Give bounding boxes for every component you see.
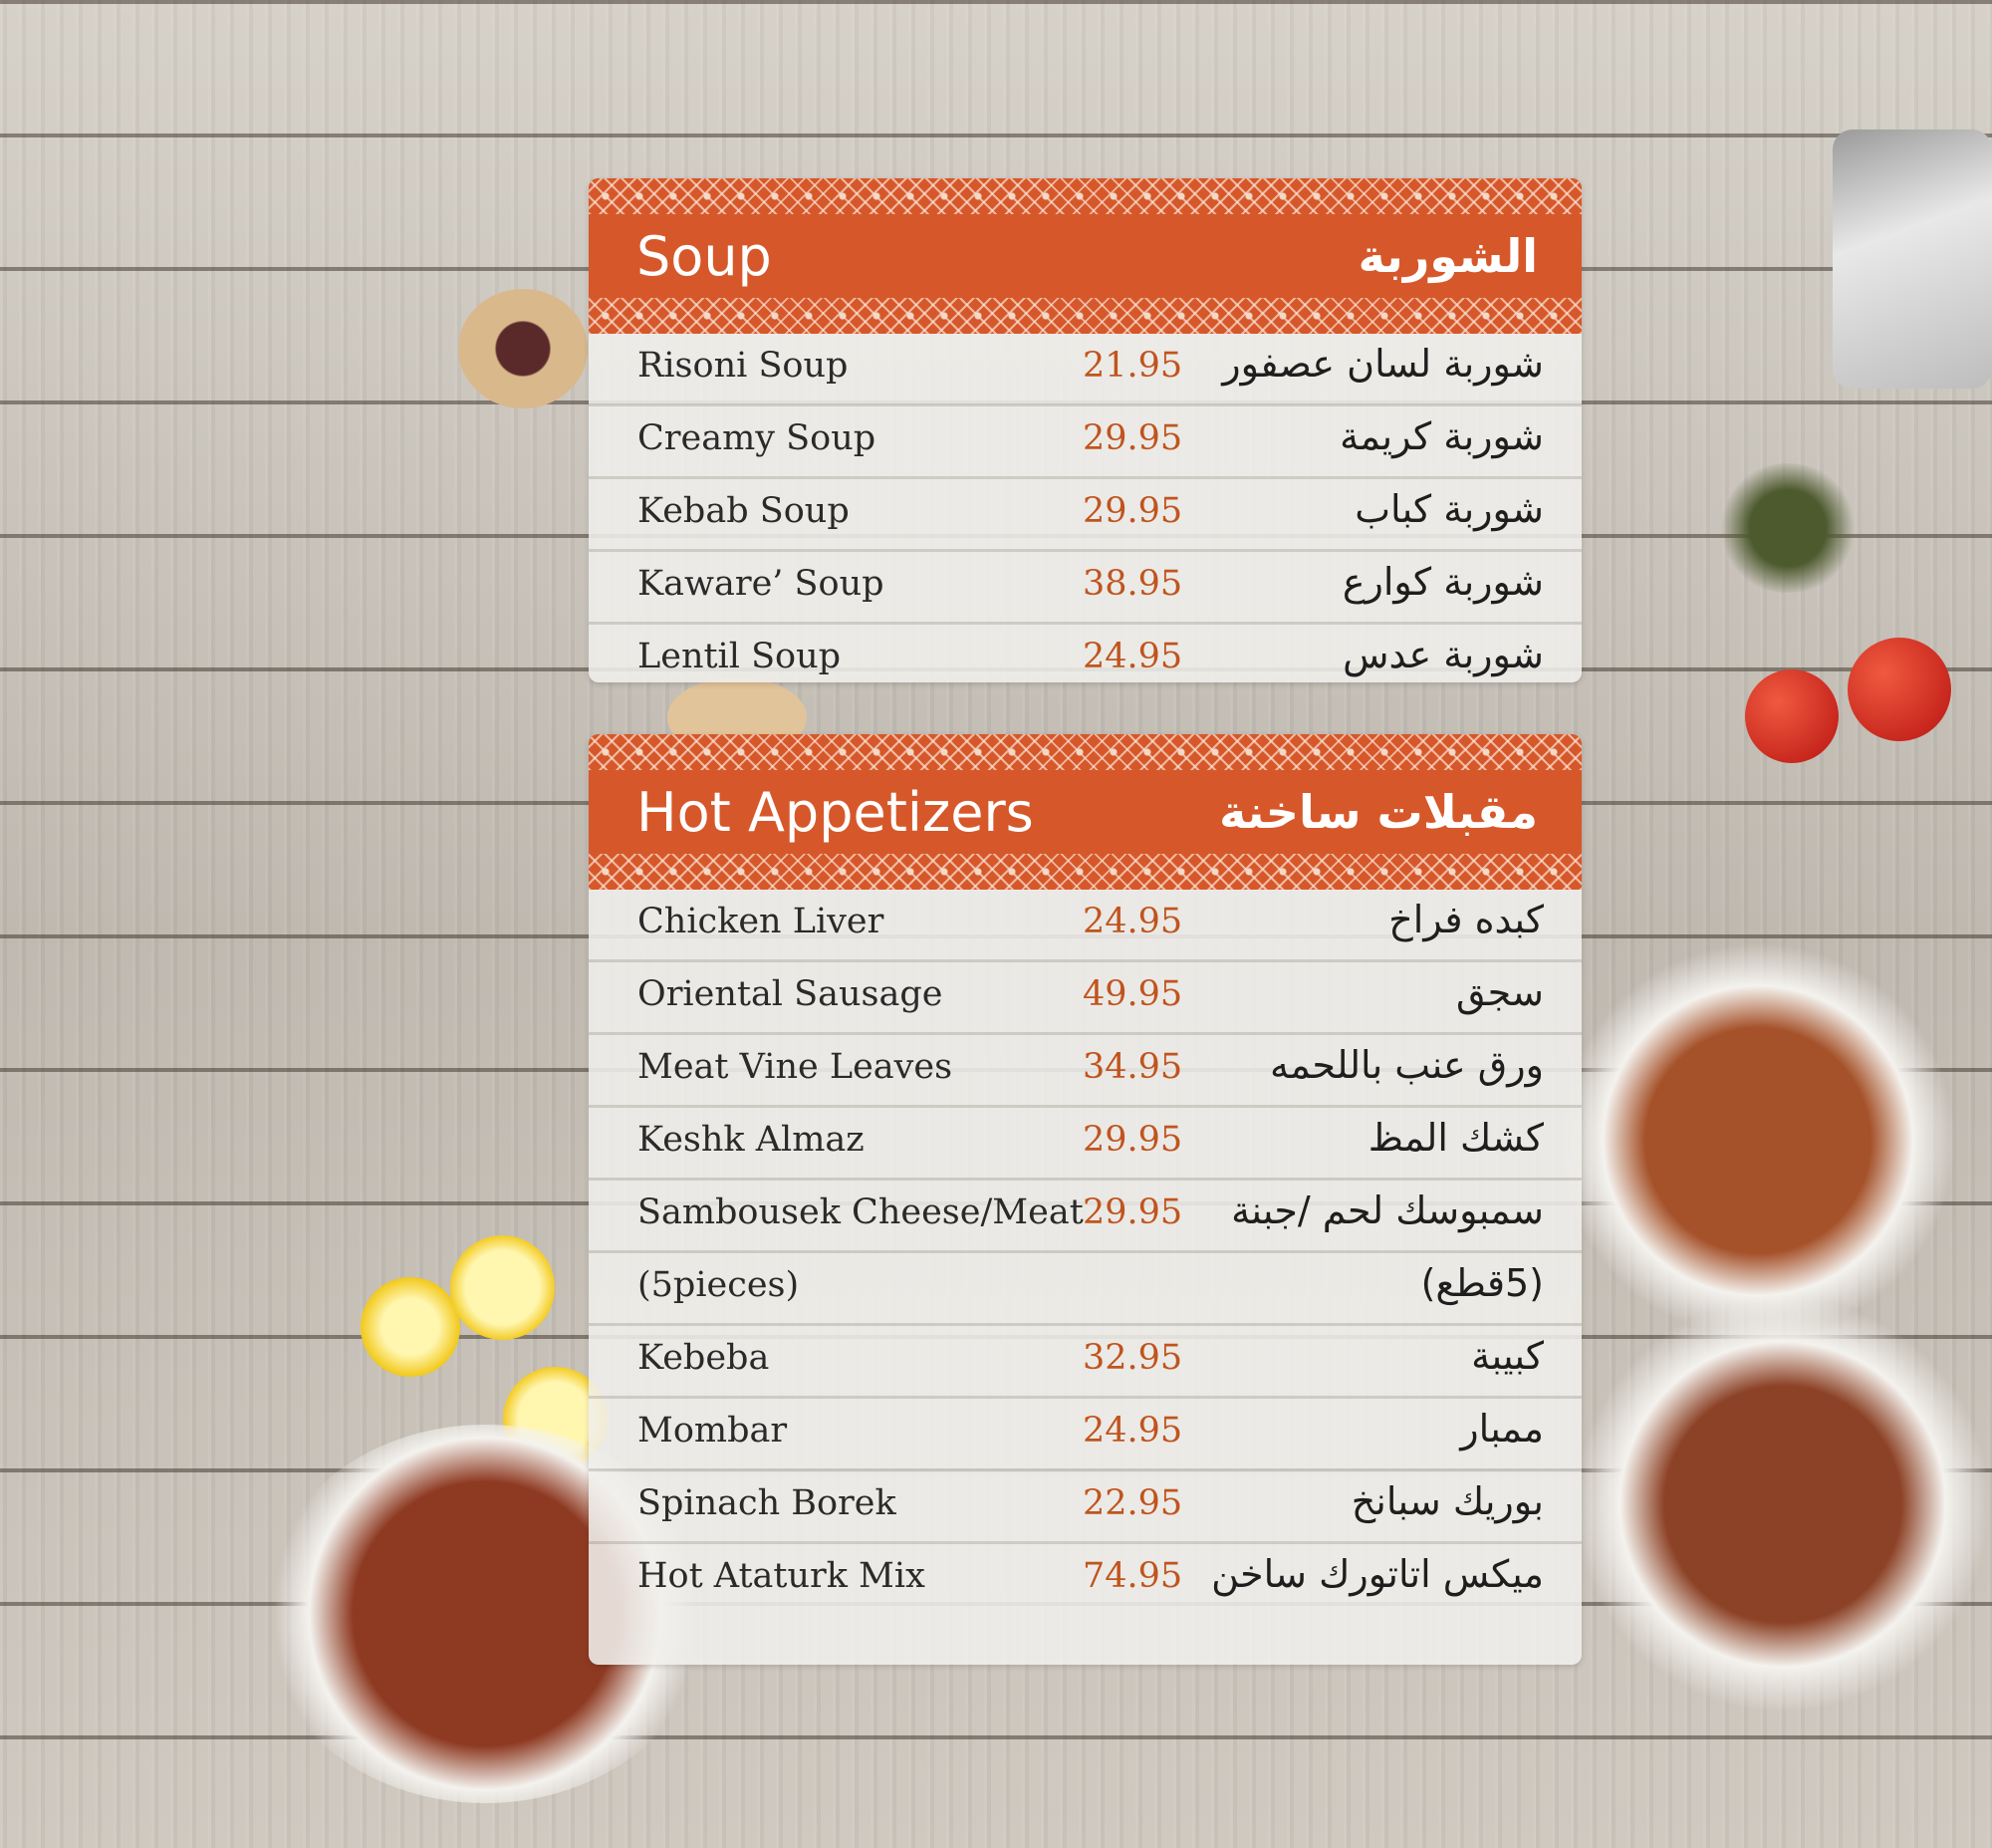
menu-item-continuation: (5pieces) (5قطع): [589, 1253, 1582, 1326]
item-name-ar: (5قطع): [1420, 1261, 1544, 1305]
item-price: 24.95: [1083, 1411, 1183, 1451]
item-name-en: Kebeba: [637, 1338, 770, 1378]
menu-item: Keshk Almaz 29.95 كشك المظ: [589, 1108, 1582, 1181]
item-name-ar: بوريك سبانخ: [1351, 1479, 1544, 1523]
herbs-image: [1718, 463, 1858, 593]
lemon-image: [450, 1235, 555, 1340]
item-name-en: Hot Ataturk Mix: [637, 1556, 925, 1596]
item-name-ar: ممبار: [1460, 1407, 1544, 1451]
item-name-ar: شوربة كريمة: [1340, 414, 1544, 458]
item-name-en: Sambousek Cheese/Meat: [637, 1192, 1084, 1232]
item-price: 24.95: [1083, 637, 1183, 676]
item-name-ar: شوربة كوارع: [1342, 560, 1544, 604]
item-name-en: Lentil Soup: [637, 637, 842, 676]
menu-item: Creamy Soup 29.95 شوربة كريمة: [589, 406, 1582, 479]
menu-item: Mombar 24.95 ممبار: [589, 1399, 1582, 1471]
item-name-ar: شوربة كباب: [1355, 487, 1544, 531]
item-price: 49.95: [1083, 974, 1183, 1014]
item-price: 29.95: [1083, 418, 1183, 458]
item-price: 32.95: [1083, 1338, 1183, 1378]
section-header: Hot Appetizers مقبلات ساخنة: [589, 734, 1582, 890]
item-name-ar: كشك المظ: [1368, 1116, 1544, 1160]
section-title-ar: الشوربة: [1358, 229, 1538, 283]
salt-shaker-image: [1833, 130, 1992, 389]
menu-item: Hot Ataturk Mix 74.95 ميكس اتاتورك ساخن: [589, 1544, 1582, 1614]
item-name-en: Oriental Sausage: [637, 974, 943, 1014]
item-price: 24.95: [1083, 902, 1183, 941]
item-price: 29.95: [1083, 1120, 1183, 1160]
menu-section-soup: Soup الشوربة Risoni Soup 21.95 شوربة لسان …: [589, 178, 1582, 682]
section-title-en: Soup: [636, 224, 772, 288]
menu-item: Kaware’ Soup 38.95 شوربة كوارع: [589, 552, 1582, 625]
tomato-image: [1848, 638, 1951, 741]
item-name-ar: شوربة لسان عصفور: [1222, 342, 1544, 386]
item-price: 74.95: [1083, 1556, 1183, 1596]
item-name-ar: ورق عنب باللحمه: [1270, 1043, 1544, 1087]
item-price: 38.95: [1083, 564, 1183, 604]
item-price: 34.95: [1083, 1047, 1183, 1087]
item-name-en: Kaware’ Soup: [637, 564, 884, 604]
mombar-dish-image: [1574, 1295, 1992, 1714]
item-price: 21.95: [1083, 346, 1183, 386]
menu-section-hot-appetizers: Hot Appetizers مقبلات ساخنة Chicken Live…: [589, 734, 1582, 1665]
decorative-pattern: [589, 734, 1582, 770]
section-header: Soup الشوربة: [589, 178, 1582, 334]
item-name-en: (5pieces): [637, 1265, 800, 1305]
menu-item: Oriental Sausage 49.95 سجق: [589, 962, 1582, 1035]
menu-item: Meat Vine Leaves 34.95 ورق عنب باللحمه: [589, 1035, 1582, 1108]
section-title-en: Hot Appetizers: [636, 780, 1034, 844]
item-price: 22.95: [1083, 1483, 1183, 1523]
item-name-en: Keshk Almaz: [637, 1120, 865, 1160]
item-name-en: Kebab Soup: [637, 491, 850, 531]
item-name-ar: سجق: [1455, 970, 1544, 1014]
item-name-en: Risoni Soup: [637, 346, 849, 386]
item-name-en: Spinach Borek: [637, 1483, 896, 1523]
item-name-en: Mombar: [637, 1411, 788, 1451]
tomato-image: [1745, 669, 1839, 763]
section-title-ar: مقبلات ساخنة: [1219, 785, 1538, 839]
menu-item: Risoni Soup 21.95 شوربة لسان عصفور: [589, 334, 1582, 406]
item-name-en: Creamy Soup: [637, 418, 876, 458]
lemon-image: [361, 1277, 460, 1377]
item-name-ar: شوربة عدس: [1343, 633, 1544, 676]
menu-item: Lentil Soup 24.95 شوربة عدس: [589, 625, 1582, 682]
decorative-pattern: [589, 854, 1582, 890]
item-name-ar: ميكس اتاتورك ساخن: [1211, 1552, 1544, 1596]
menu-item: Sambousek Cheese/Meat 29.95 سمبوسك لحم /جب…: [589, 1181, 1582, 1253]
kibbeh-dish-image: [1559, 941, 1957, 1340]
menu-item: Kebeba 32.95 كبيبة: [589, 1326, 1582, 1399]
menu-item: Kebab Soup 29.95 شوربة كباب: [589, 479, 1582, 552]
wooden-scoop-image: [458, 289, 588, 408]
item-name-en: Meat Vine Leaves: [637, 1047, 953, 1087]
decorative-pattern: [589, 178, 1582, 214]
menu-item: Chicken Liver 24.95 كبده فراخ: [589, 890, 1582, 962]
menu-item: Spinach Borek 22.95 بوريك سبانخ: [589, 1471, 1582, 1544]
item-name-en: Chicken Liver: [637, 902, 884, 941]
item-name-ar: كبيبة: [1471, 1334, 1544, 1378]
item-name-ar: سمبوسك لحم /جبنة: [1231, 1188, 1544, 1232]
item-price: 29.95: [1083, 1192, 1183, 1232]
item-price: 29.95: [1083, 491, 1183, 531]
decorative-pattern: [589, 298, 1582, 334]
item-name-ar: كبده فراخ: [1388, 898, 1544, 941]
